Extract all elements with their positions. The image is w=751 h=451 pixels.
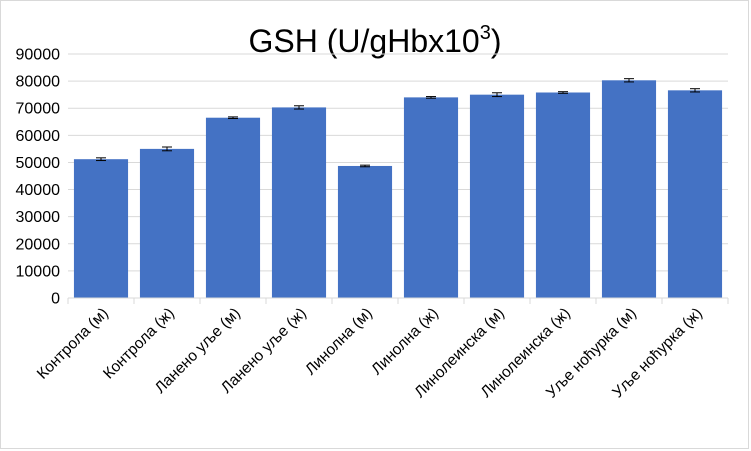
y-tick-label: 20000 [16,236,61,253]
chart-title-superscript: 3 [480,22,491,44]
bar [73,159,129,298]
error-bar [162,146,172,152]
error-bar [228,116,238,120]
x-tick-label: Линолна (ж) [368,305,441,378]
chart-title: GSH (U/gHbx103) [249,22,502,59]
error-bar [558,91,568,94]
y-tick-label: 40000 [16,182,61,199]
error-bar [426,96,436,99]
chart-title-close: ) [491,23,502,59]
bar [469,94,525,299]
y-tick-label: 70000 [16,101,61,118]
error-bar [96,157,106,162]
y-tick-label: 30000 [16,209,61,226]
bar [139,148,195,298]
error-bar [492,92,502,98]
bars [73,80,723,299]
bar [403,97,459,298]
error-bar [360,164,370,168]
y-tick-label: 0 [51,291,60,308]
bar [535,92,591,299]
bar [205,117,261,298]
bar [667,90,723,298]
bar [271,107,327,298]
y-tick-label: 50000 [16,155,61,172]
y-tick-label: 60000 [16,128,61,145]
error-bars [96,78,700,168]
y-tick-label: 80000 [16,74,61,91]
error-bar [294,105,304,110]
y-tick-labels: 0 10000 20000 30000 40000 50000 60000 70000 8000… [16,47,61,308]
axes [67,297,729,304]
y-tick-label: 10000 [16,263,61,280]
chart-title-main: GSH (U/gHbx10 [249,23,480,59]
bar [601,80,657,298]
y-tick-label: 90000 [16,47,61,64]
x-tick-labels: Контрола (м)Контрола (ж)Ланено уље (м)Ла… [34,305,706,402]
bar [337,165,393,298]
error-bar [624,78,634,83]
error-bar [690,88,700,93]
x-tick-label: Линолна (м) [302,305,376,379]
